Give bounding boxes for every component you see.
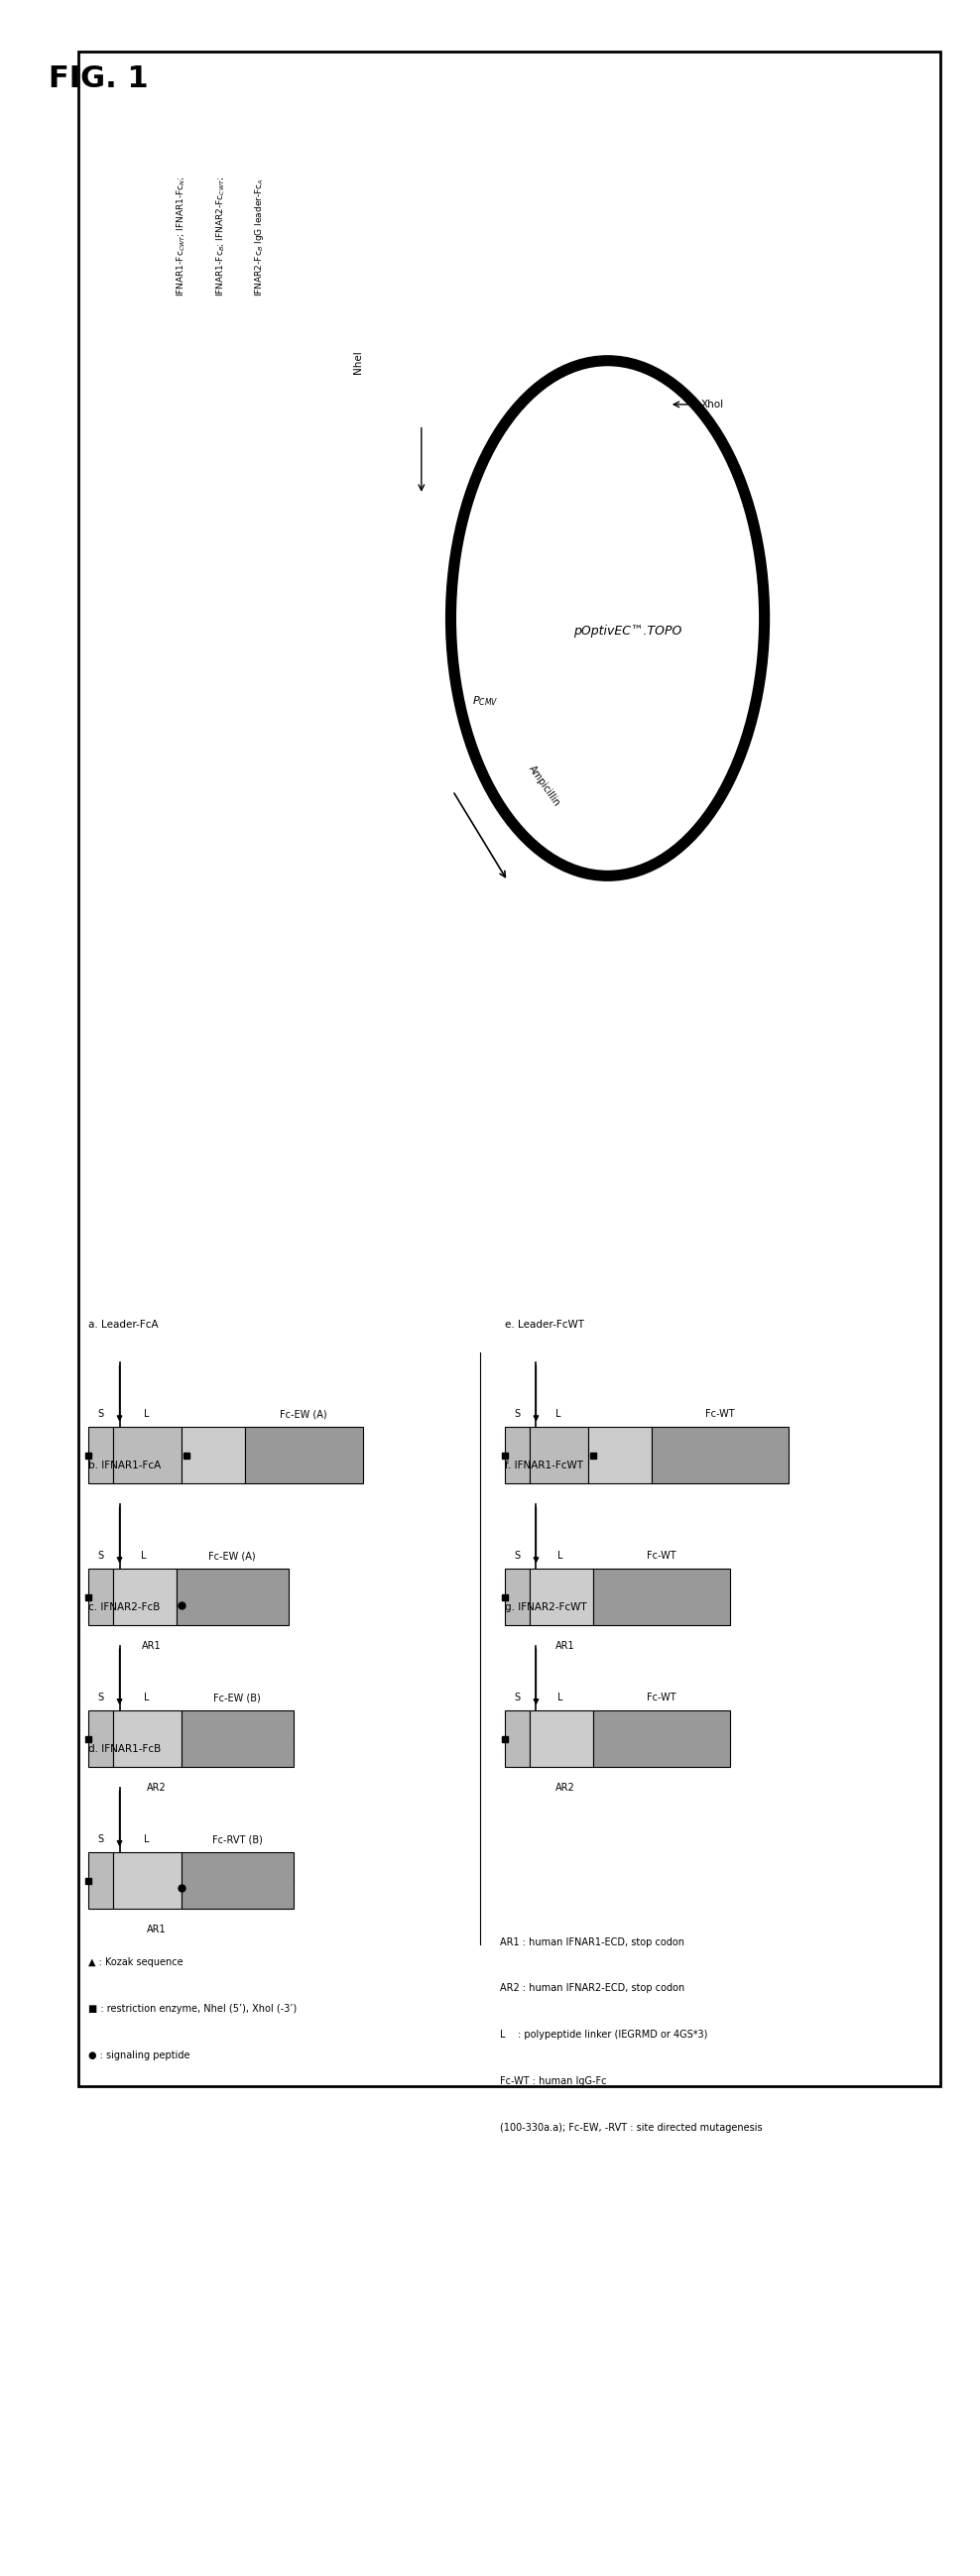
Bar: [88, 1427, 113, 1484]
Text: IFNAR1-Fc$_{CWT}$; IFNAR1-Fc$_N$;: IFNAR1-Fc$_{CWT}$; IFNAR1-Fc$_N$;: [175, 175, 187, 296]
Text: AR1 : human IFNAR1-ECD, stop codon: AR1 : human IFNAR1-ECD, stop codon: [500, 1937, 684, 1947]
Text: Fc-WT: Fc-WT: [647, 1551, 676, 1561]
Text: Fc-RVT (B): Fc-RVT (B): [212, 1834, 263, 1844]
Text: b. IFNAR1-FcA: b. IFNAR1-FcA: [88, 1461, 161, 1471]
Text: (100-330a.a); Fc-EW, -RVT : site directed mutagenesis: (100-330a.a); Fc-EW, -RVT : site directe…: [500, 2123, 762, 2133]
Text: Fc-EW (A): Fc-EW (A): [209, 1551, 256, 1561]
Text: f. IFNAR1-FcWT: f. IFNAR1-FcWT: [505, 1461, 583, 1471]
Bar: [113, 1852, 181, 1909]
Bar: [529, 1569, 593, 1625]
Text: L: L: [556, 1409, 562, 1419]
Text: IFNAR1-Fc$_B$; IFNAR2-Fc$_{CWT}$;: IFNAR1-Fc$_B$; IFNAR2-Fc$_{CWT}$;: [215, 175, 226, 296]
Bar: [113, 1427, 181, 1484]
Bar: [245, 1427, 363, 1484]
Bar: [529, 1427, 588, 1484]
Text: g. IFNAR2-FcWT: g. IFNAR2-FcWT: [505, 1602, 587, 1613]
Text: AR1: AR1: [147, 1924, 167, 1935]
Text: L: L: [141, 1551, 147, 1561]
Text: ▲ : Kozak sequence: ▲ : Kozak sequence: [88, 1958, 183, 1968]
Bar: [181, 1710, 294, 1767]
Bar: [181, 1427, 245, 1484]
Bar: [505, 1427, 529, 1484]
Bar: [529, 1710, 593, 1767]
Text: NheI: NheI: [353, 350, 363, 374]
Bar: [505, 1569, 529, 1625]
Text: Fc-WT : human IgG-Fc: Fc-WT : human IgG-Fc: [500, 2076, 607, 2087]
Bar: [88, 1569, 113, 1625]
Text: Fc-EW (B): Fc-EW (B): [214, 1692, 261, 1703]
Text: $P_{CMV}$: $P_{CMV}$: [472, 693, 498, 708]
Text: L    : polypeptide linker (IEGRMD or 4GS*3): L : polypeptide linker (IEGRMD or 4GS*3): [500, 2030, 708, 2040]
Text: Fc-WT: Fc-WT: [647, 1692, 676, 1703]
Text: AR2: AR2: [556, 1783, 575, 1793]
Text: L: L: [558, 1551, 563, 1561]
FancyBboxPatch shape: [78, 52, 941, 2087]
Text: IFNAR2-Fc$_B$ IgG leader-Fc$_A$: IFNAR2-Fc$_B$ IgG leader-Fc$_A$: [253, 178, 267, 296]
Text: ● : signaling peptide: ● : signaling peptide: [88, 2050, 190, 2061]
Text: a. Leader-FcA: a. Leader-FcA: [88, 1319, 158, 1329]
Text: AR2: AR2: [147, 1783, 167, 1793]
Text: L: L: [144, 1834, 150, 1844]
Text: FIG. 1: FIG. 1: [49, 64, 149, 93]
Bar: [593, 1710, 730, 1767]
Bar: [652, 1427, 789, 1484]
Ellipse shape: [451, 361, 764, 876]
Text: c. IFNAR2-FcB: c. IFNAR2-FcB: [88, 1602, 160, 1613]
Text: XhoI: XhoI: [701, 399, 723, 410]
Bar: [113, 1569, 176, 1625]
Text: S: S: [97, 1409, 104, 1419]
Text: S: S: [514, 1692, 520, 1703]
Bar: [176, 1569, 289, 1625]
Text: S: S: [97, 1551, 104, 1561]
Text: ■ : restriction enzyme, NheI (5’), XhoI (-3’): ■ : restriction enzyme, NheI (5’), XhoI …: [88, 2004, 297, 2014]
Bar: [88, 1710, 113, 1767]
Text: d. IFNAR1-FcB: d. IFNAR1-FcB: [88, 1744, 161, 1754]
Bar: [181, 1852, 294, 1909]
Text: pOptivEC™.TOPO: pOptivEC™.TOPO: [573, 623, 681, 639]
Bar: [505, 1710, 529, 1767]
Bar: [113, 1710, 181, 1767]
Bar: [588, 1427, 652, 1484]
Text: S: S: [514, 1409, 520, 1419]
Text: AR1: AR1: [556, 1641, 575, 1651]
Text: S: S: [97, 1834, 104, 1844]
Text: L: L: [558, 1692, 563, 1703]
Text: AR2 : human IFNAR2-ECD, stop codon: AR2 : human IFNAR2-ECD, stop codon: [500, 1984, 685, 1994]
Text: Fc-EW (A): Fc-EW (A): [280, 1409, 327, 1419]
Text: Ampicillin: Ampicillin: [526, 762, 562, 809]
Text: S: S: [97, 1692, 104, 1703]
Text: L: L: [144, 1409, 150, 1419]
Text: AR1: AR1: [142, 1641, 162, 1651]
Text: Fc-WT: Fc-WT: [706, 1409, 735, 1419]
Text: L: L: [144, 1692, 150, 1703]
Bar: [88, 1852, 113, 1909]
Text: e. Leader-FcWT: e. Leader-FcWT: [505, 1319, 584, 1329]
Bar: [593, 1569, 730, 1625]
Text: S: S: [514, 1551, 520, 1561]
